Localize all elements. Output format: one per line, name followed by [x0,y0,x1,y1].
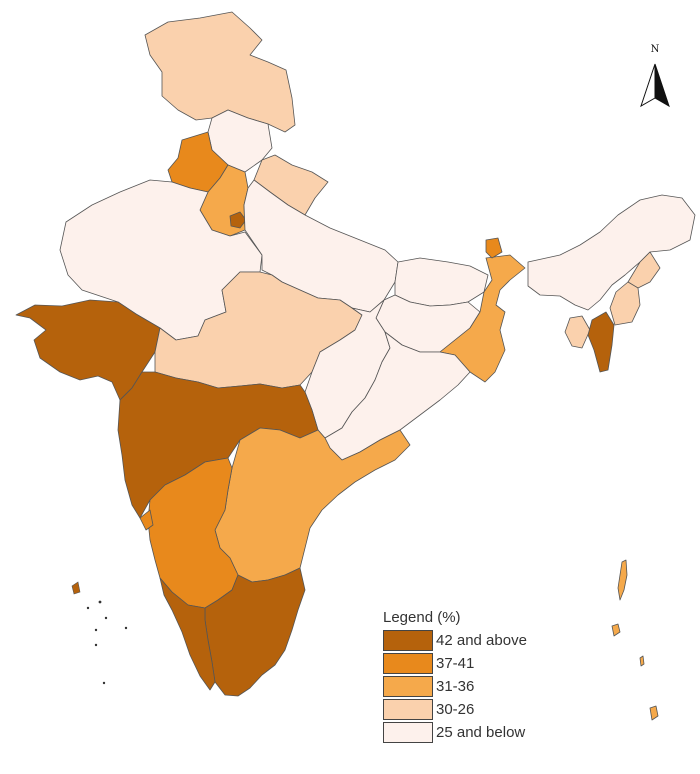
legend-label: 30-26 [436,701,475,718]
legend-item: 25 and below [383,721,583,744]
region-kerala [159,577,216,691]
region-jammu-kashmir [144,11,296,133]
north-arrow: N [638,44,672,110]
legend-swatch [383,676,433,697]
region-manipur [609,281,641,326]
north-arrow-icon [640,63,670,108]
region-tripura [564,315,591,349]
region-delhi [229,211,247,229]
legend-swatch [383,699,433,720]
map-legend: Legend (%) 42 and above 37-41 31-36 30-2… [383,607,583,744]
legend-label: 25 and below [436,724,526,741]
legend-label: 42 and above [436,632,527,649]
legend-item: 31-36 [383,675,583,698]
region-west-bengal [439,254,526,383]
region-telangana-andhra [214,427,411,583]
region-mizoram [587,311,615,373]
legend-title: Legend (%) [383,609,461,626]
region-bihar [394,257,489,307]
region-goa [139,509,154,531]
legend-swatch [383,630,433,651]
lakshadweep-islands [71,581,128,685]
legend-label: 37-41 [436,655,475,672]
region-northeast [527,194,696,311]
legend-label: 31-36 [436,678,475,695]
region-sikkim [485,237,503,259]
north-letter: N [650,44,660,55]
region-andaman-nicobar [611,559,659,721]
legend-item: 37-41 [383,652,583,675]
region-karnataka [147,457,239,609]
legend-swatch [383,722,433,743]
legend-swatch [383,653,433,674]
legend-item: 30-26 [383,698,583,721]
legend-item: 42 and above [383,629,583,652]
